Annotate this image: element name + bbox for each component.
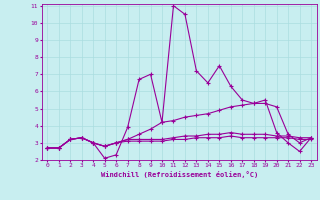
X-axis label: Windchill (Refroidissement éolien,°C): Windchill (Refroidissement éolien,°C) <box>100 171 258 178</box>
